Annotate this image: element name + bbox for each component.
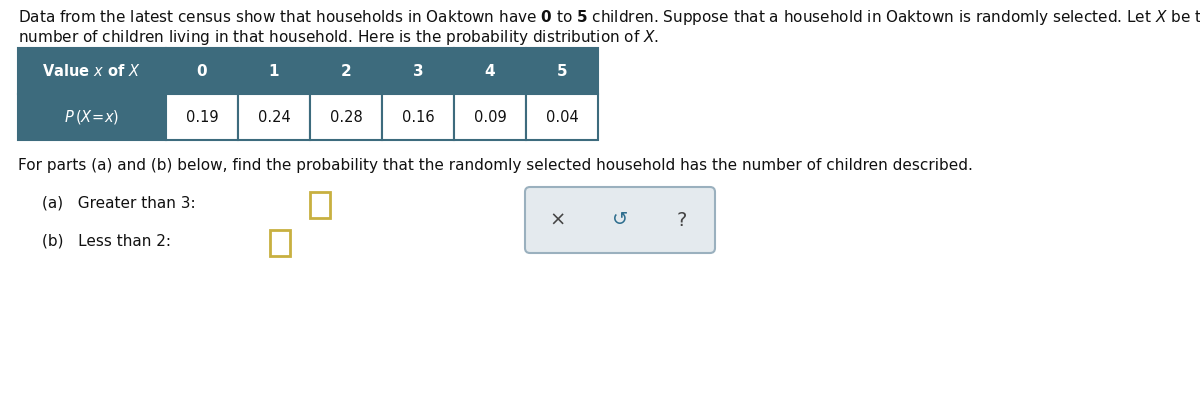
Text: 0.28: 0.28 [330, 110, 362, 124]
Bar [382, 48, 454, 94]
Bar [382, 94, 454, 140]
Text: 0.04: 0.04 [546, 110, 578, 124]
Bar [166, 94, 238, 140]
Text: (b)   Less than 2:: (b) Less than 2: [42, 234, 172, 249]
Bar [238, 48, 310, 94]
Bar [310, 94, 382, 140]
Bar [454, 48, 526, 94]
Text: 0.24: 0.24 [258, 110, 290, 124]
Text: 2: 2 [341, 63, 352, 78]
Bar [526, 94, 598, 140]
Text: 0: 0 [197, 63, 208, 78]
Bar [18, 94, 166, 140]
Text: Data from the latest census show that households in Oaktown have $\mathbf{0}$ to: Data from the latest census show that ho… [18, 8, 1200, 27]
Text: (a)   Greater than 3:: (a) Greater than 3: [42, 196, 196, 211]
Bar [18, 48, 166, 94]
Bar [270, 230, 290, 256]
Bar [454, 94, 526, 140]
Text: $P\,(X\!=\!x)$: $P\,(X\!=\!x)$ [65, 108, 120, 126]
Text: ×: × [550, 211, 566, 230]
Text: 4: 4 [485, 63, 496, 78]
Text: ?: ? [677, 211, 688, 230]
Text: 0.19: 0.19 [186, 110, 218, 124]
Bar [310, 48, 382, 94]
Text: For parts (a) and (b) below, find the probability that the randomly selected hou: For parts (a) and (b) below, find the pr… [18, 158, 973, 173]
Bar [526, 48, 598, 94]
Bar [310, 192, 330, 218]
FancyBboxPatch shape [526, 187, 715, 253]
Text: Value $x$ of $X$: Value $x$ of $X$ [42, 63, 142, 79]
Text: number of children living in that household. Here is the probability distributio: number of children living in that househ… [18, 28, 659, 47]
Text: 0.16: 0.16 [402, 110, 434, 124]
Text: ↺: ↺ [612, 211, 628, 230]
Bar [238, 94, 310, 140]
Bar [166, 48, 238, 94]
Text: 3: 3 [413, 63, 424, 78]
Text: 0.09: 0.09 [474, 110, 506, 124]
Text: 1: 1 [269, 63, 280, 78]
Text: 5: 5 [557, 63, 568, 78]
